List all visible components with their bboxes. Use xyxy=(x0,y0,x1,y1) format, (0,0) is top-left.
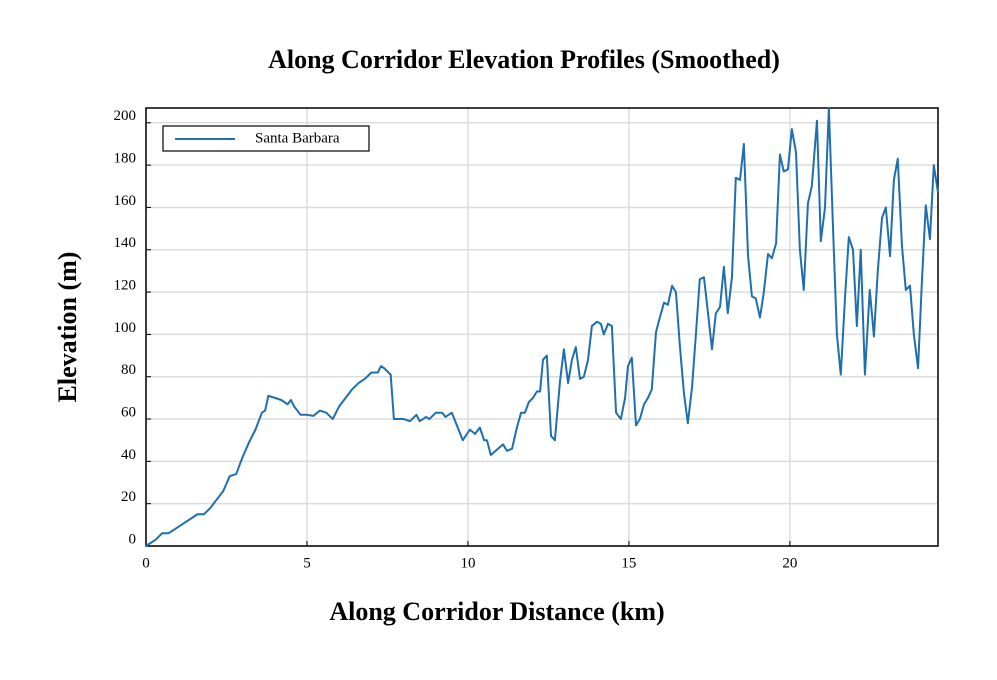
y-tick-label: 20 xyxy=(121,489,136,505)
chart-title: Along Corridor Elevation Profiles (Smoot… xyxy=(268,45,780,74)
plot-frame xyxy=(145,107,939,547)
legend-label: Santa Barbara xyxy=(255,130,340,146)
series-line xyxy=(145,107,939,547)
y-tick-label: 80 xyxy=(121,362,136,378)
y-tick-label: 60 xyxy=(121,404,136,420)
y-tick-label: 100 xyxy=(114,320,137,336)
y-tick-label: 40 xyxy=(121,447,136,463)
x-axis-label: Along Corridor Distance (km) xyxy=(329,597,664,626)
x-tick-label: 15 xyxy=(621,555,636,571)
y-tick-label: 180 xyxy=(114,151,137,167)
x-tick-label: 10 xyxy=(460,555,475,571)
y-tick-label: 200 xyxy=(114,108,137,124)
x-tick-label: 20 xyxy=(782,555,797,571)
y-tick-label: 0 xyxy=(129,531,137,547)
x-tick-label: 0 xyxy=(142,555,150,571)
y-tick-label: 120 xyxy=(114,278,137,294)
y-axis-label: Elevation (m) xyxy=(53,252,82,403)
y-tick-label: 140 xyxy=(114,235,137,251)
y-tick-label: 160 xyxy=(114,193,137,209)
x-tick-label: 5 xyxy=(303,555,311,571)
